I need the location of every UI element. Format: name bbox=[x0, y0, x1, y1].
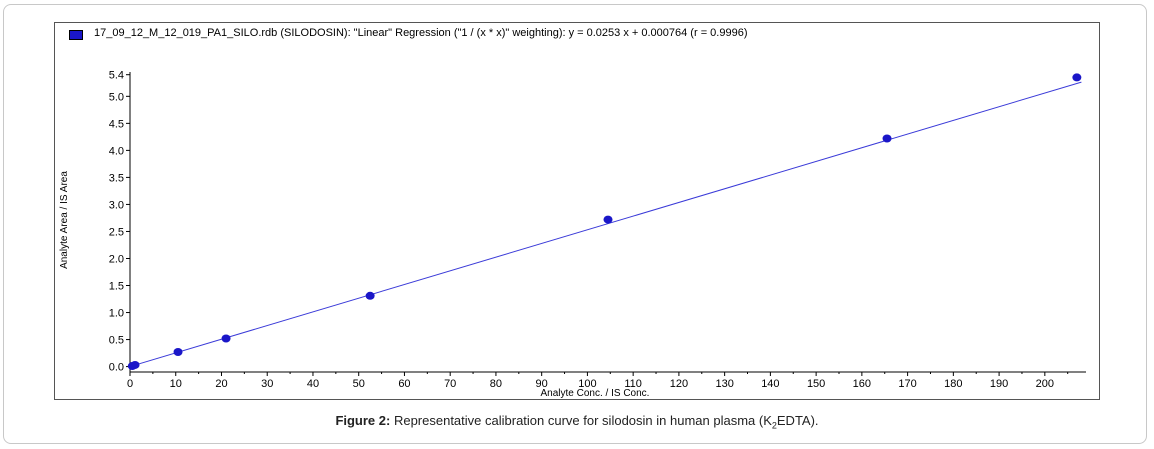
caption-label: Figure 2: bbox=[335, 413, 391, 428]
caption-text: Representative calibration curve for sil… bbox=[390, 413, 772, 428]
figure-caption: Figure 2: Representative calibration cur… bbox=[0, 413, 1154, 431]
legend-swatch bbox=[69, 30, 83, 40]
caption-subscript: 2 bbox=[771, 420, 777, 431]
caption-text-end: EDTA). bbox=[776, 413, 819, 428]
plot-area bbox=[54, 22, 1100, 400]
legend-text: 17_09_12_M_12_019_PA1_SILO.rdb (SILODOSI… bbox=[94, 27, 748, 39]
